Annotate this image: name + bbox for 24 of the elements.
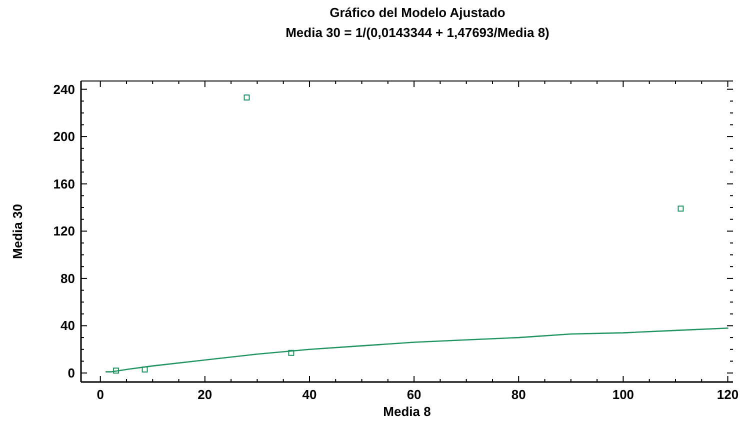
line-series: [105, 327, 728, 372]
y-tick-label: 240: [53, 82, 75, 97]
point: [113, 368, 120, 374]
x-tick-label: 40: [302, 387, 317, 402]
x-tick-label: 80: [511, 387, 526, 402]
y-tick-label: 160: [53, 176, 75, 192]
chart-title: Gráfico del Modelo Ajustado: [330, 5, 506, 20]
y-tick-label: 200: [53, 129, 75, 144]
x-tick-label: 120: [716, 387, 739, 402]
point: [142, 366, 148, 372]
y-tick-label: 80: [60, 270, 75, 286]
y-tick-label: 120: [53, 224, 75, 239]
point: [244, 94, 250, 101]
y-axis-title: Media 30: [10, 204, 25, 259]
x-tick-label: 0: [96, 387, 104, 402]
x-tick-label: 60: [406, 387, 422, 402]
x-tick-label: 20: [198, 387, 212, 402]
y-tick-label: 40: [60, 318, 75, 334]
y-tick-label: 0: [68, 366, 75, 381]
x-tick-label: 100: [612, 387, 634, 402]
point: [678, 206, 684, 212]
chart-subtitle: Media 30 = 1/(0,0143344 + 1,47693/Media 8): [286, 25, 550, 40]
point: [288, 350, 294, 356]
x-axis-title: Media 8: [383, 404, 431, 419]
